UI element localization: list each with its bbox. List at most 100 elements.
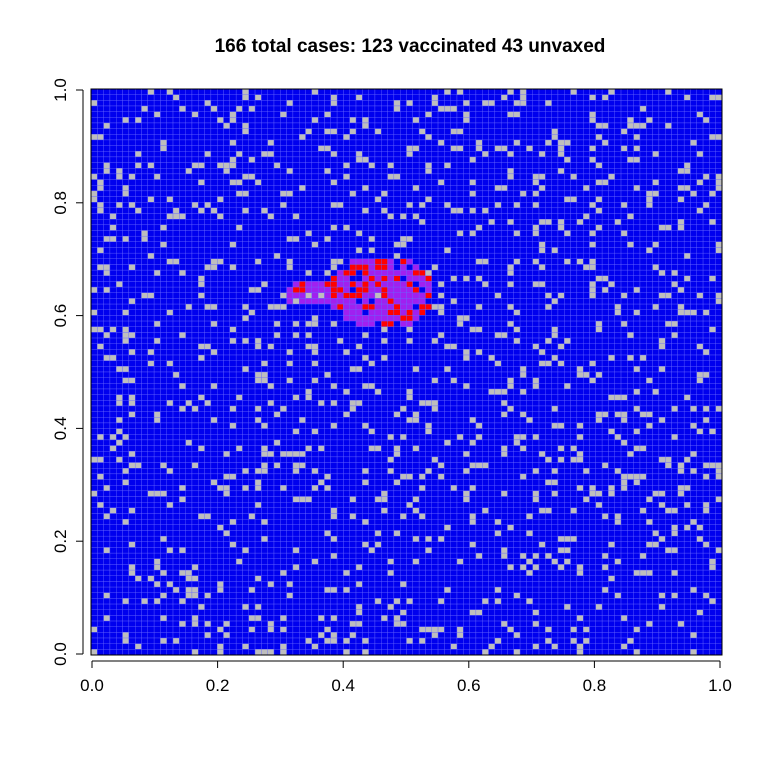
heatmap-cell: [690, 241, 697, 248]
heatmap-cell: [576, 202, 584, 209]
heatmap-cell: [317, 128, 325, 135]
heatmap-cell: [97, 309, 104, 316]
heatmap-cell: [507, 309, 514, 316]
heatmap-cell: [702, 139, 710, 146]
heatmap-cell: [450, 326, 458, 333]
heatmap-cell: [210, 156, 218, 163]
heatmap-cell: [217, 354, 224, 361]
heatmap-cell: [690, 332, 697, 339]
heatmap-cell: [633, 258, 641, 265]
heatmap-cell: [116, 139, 123, 146]
heatmap-cell: [299, 224, 306, 231]
heatmap-cell: [128, 173, 136, 180]
heatmap-cell: [191, 252, 199, 259]
heatmap-cell: [639, 139, 647, 146]
heatmap-cell: [286, 241, 294, 248]
heatmap-cell: [116, 94, 123, 101]
heatmap-cell: [627, 292, 634, 299]
heatmap-cell: [614, 366, 622, 373]
heatmap-cell: [235, 332, 243, 339]
heatmap-cell: [330, 241, 338, 248]
heatmap-cell: [198, 88, 205, 95]
heatmap-cell: [412, 185, 420, 192]
heatmap-cell: [90, 349, 98, 356]
heatmap-cell: [400, 258, 407, 265]
heatmap-cell: [469, 332, 477, 339]
heatmap-cell: [374, 258, 382, 265]
heatmap-cell: [381, 100, 388, 107]
heatmap-cell: [633, 247, 641, 254]
heatmap-cell: [381, 134, 388, 141]
heatmap-cell: [330, 326, 338, 333]
heatmap-cell: [608, 94, 615, 101]
heatmap-cell: [286, 360, 294, 367]
heatmap-cell: [690, 298, 697, 305]
heatmap-cell: [690, 269, 697, 276]
heatmap-cell: [696, 298, 704, 305]
heatmap-cell: [671, 219, 679, 226]
heatmap-cell: [317, 320, 325, 327]
heatmap-cell: [217, 326, 224, 333]
heatmap-cell: [482, 190, 489, 197]
heatmap-cell: [482, 185, 489, 192]
heatmap-cell: [683, 196, 691, 203]
heatmap-cell: [431, 252, 439, 259]
heatmap-cell: [122, 139, 130, 146]
heatmap-cell: [526, 366, 533, 373]
heatmap-cell: [141, 88, 148, 95]
heatmap-cell: [254, 354, 262, 361]
heatmap-cell: [702, 179, 710, 186]
heatmap-cell: [658, 366, 666, 373]
heatmap-cell: [564, 286, 571, 293]
heatmap-cell: [134, 94, 142, 101]
heatmap-cell: [317, 168, 325, 175]
heatmap-cell: [179, 105, 186, 112]
heatmap-cell: [204, 145, 212, 152]
heatmap-cell: [261, 94, 268, 101]
heatmap-cell: [545, 264, 552, 271]
heatmap-cell: [198, 241, 205, 248]
heatmap-cell: [425, 366, 432, 373]
heatmap-cell: [425, 252, 432, 259]
heatmap-cell: [519, 337, 527, 344]
heatmap-cell: [267, 151, 275, 158]
heatmap-cell: [494, 88, 502, 95]
heatmap-cell: [311, 196, 319, 203]
heatmap-cell: [418, 269, 426, 276]
heatmap-cell: [343, 179, 350, 186]
heatmap-cell: [160, 247, 167, 254]
heatmap-cell: [172, 269, 180, 276]
heatmap-cell: [444, 94, 451, 101]
heatmap-cell: [620, 343, 628, 350]
heatmap-cell: [709, 320, 716, 327]
heatmap-cell: [299, 122, 306, 129]
heatmap-cell: [280, 337, 287, 344]
heatmap-cell: [507, 241, 514, 248]
heatmap-cell: [639, 105, 647, 112]
heatmap-cell: [418, 185, 426, 192]
heatmap-cell: [507, 320, 514, 327]
heatmap-cell: [292, 122, 300, 129]
heatmap-cell: [254, 247, 262, 254]
heatmap-cell: [475, 292, 483, 299]
heatmap-cell: [513, 190, 521, 197]
heatmap-cell: [658, 332, 666, 339]
heatmap-cell: [412, 349, 420, 356]
heatmap-cell: [116, 128, 123, 135]
heatmap-cell: [437, 117, 445, 124]
heatmap-cell: [463, 185, 470, 192]
heatmap-cell: [450, 145, 458, 152]
heatmap-cell: [242, 303, 249, 310]
heatmap-cell: [532, 264, 540, 271]
heatmap-cell: [488, 88, 496, 95]
heatmap-cell: [608, 247, 615, 254]
heatmap-cell: [482, 309, 489, 316]
heatmap-cell: [191, 88, 199, 95]
heatmap-cell: [97, 213, 104, 220]
heatmap-cell: [166, 122, 174, 129]
heatmap-cell: [494, 151, 502, 158]
heatmap-cell: [519, 303, 527, 310]
heatmap-cell: [690, 219, 697, 226]
heatmap-cell: [488, 219, 496, 226]
heatmap-cell: [418, 134, 426, 141]
